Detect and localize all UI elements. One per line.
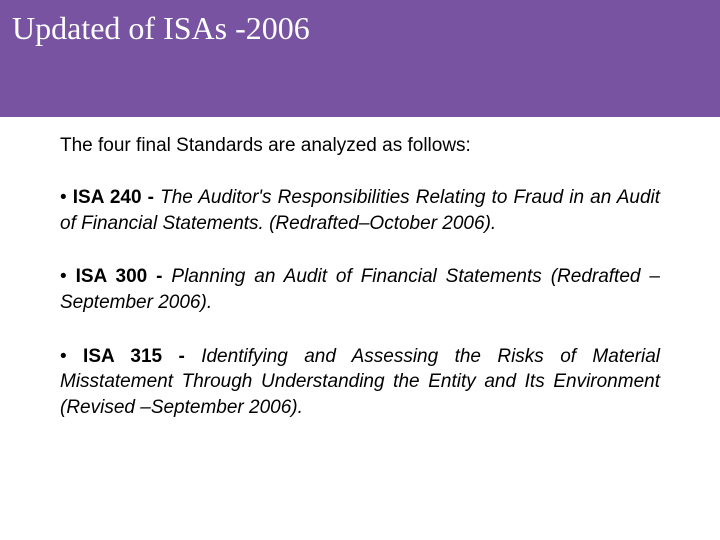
intro-text: The four final Standards are analyzed as… [60,135,660,157]
item-code: ISA 315 - [83,346,185,367]
list-item: • ISA 300 - Planning an Audit of Financi… [60,264,660,315]
item-code: ISA 240 - [73,187,154,208]
slide-title: Updated of ISAs -2006 [12,10,708,47]
slide-content: The four final Standards are analyzed as… [0,117,720,420]
slide-header: Updated of ISAs -2006 [0,0,720,117]
bullet-dot: • [60,346,83,367]
bullet-dot: • [60,187,73,208]
bullet-dot: • [60,266,76,287]
list-item: • ISA 240 - The Auditor's Responsibiliti… [60,185,660,236]
list-item: • ISA 315 - Identifying and Assessing th… [60,344,660,421]
item-code: ISA 300 - [76,266,163,287]
